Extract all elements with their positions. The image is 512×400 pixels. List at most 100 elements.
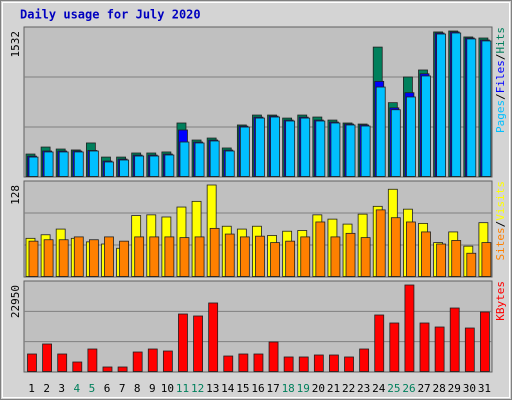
- x-tick-label: 1: [28, 382, 35, 395]
- x-tick-label: 23: [357, 382, 370, 395]
- x-tick-label: 9: [149, 382, 156, 395]
- bar: [464, 327, 475, 372]
- bar: [436, 243, 447, 277]
- bar: [179, 141, 190, 177]
- bar: [27, 353, 37, 372]
- x-tick-label: 31: [478, 382, 491, 395]
- bar: [43, 239, 54, 277]
- bar: [480, 311, 490, 372]
- bar: [434, 326, 445, 372]
- x-tick-label: 17: [266, 382, 279, 395]
- legend-entry: Files: [494, 60, 507, 93]
- bar: [119, 159, 129, 177]
- bar: [374, 314, 385, 372]
- bar: [451, 32, 462, 177]
- bar: [389, 322, 400, 372]
- x-tick-label: 3: [58, 382, 65, 395]
- bar: [451, 240, 462, 277]
- x-tick-label: 30: [463, 382, 476, 395]
- bar: [329, 354, 339, 372]
- x-tick-label: 21: [327, 382, 340, 395]
- x-tick-label: 29: [448, 382, 461, 395]
- bar: [104, 161, 114, 177]
- x-tick-label: 24: [372, 382, 386, 395]
- y-tick-label: 22950: [9, 285, 22, 318]
- bar: [270, 116, 280, 177]
- bar: [253, 353, 264, 372]
- bar: [87, 348, 98, 372]
- x-tick-label: 20: [312, 382, 325, 395]
- x-tick-label: 8: [134, 382, 141, 395]
- bar: [57, 353, 68, 372]
- bar: [315, 221, 326, 277]
- x-tick-label: 7: [119, 382, 126, 395]
- bar: [147, 348, 158, 372]
- bar: [466, 38, 477, 177]
- bar: [239, 236, 250, 277]
- x-tick-label: 12: [191, 382, 204, 395]
- bar: [209, 227, 220, 277]
- bar: [360, 125, 371, 177]
- legend-entry: Pages: [494, 100, 507, 133]
- bar: [179, 237, 190, 277]
- bar: [360, 237, 371, 277]
- x-tick-label: 22: [342, 382, 355, 395]
- bar: [194, 142, 205, 177]
- bar: [134, 155, 145, 177]
- bar: [345, 124, 356, 177]
- x-tick-label: 28: [433, 382, 446, 395]
- bar: [330, 236, 341, 277]
- bar: [300, 117, 311, 177]
- bar: [162, 350, 173, 372]
- x-tick-label: 15: [236, 382, 249, 395]
- bar: [315, 120, 326, 177]
- bar: [344, 356, 354, 372]
- x-tick-label: 4: [74, 382, 81, 395]
- legend: KBytes: [494, 281, 507, 321]
- bar: [300, 236, 311, 277]
- bar: [194, 236, 205, 277]
- bar: [283, 356, 294, 372]
- bar: [224, 150, 235, 177]
- bar: [285, 240, 296, 277]
- x-tick-label: 5: [89, 382, 96, 395]
- bar: [208, 302, 219, 372]
- legend-entry: Visits: [494, 181, 507, 221]
- bar: [73, 151, 84, 177]
- chart-title: Daily usage for July 2020: [20, 8, 201, 22]
- x-tick-label: 6: [104, 382, 111, 395]
- x-tick-label: 25: [387, 382, 400, 395]
- bar: [58, 151, 69, 177]
- bar: [73, 236, 84, 277]
- bar: [88, 239, 99, 277]
- bar: [149, 155, 160, 177]
- bar: [134, 236, 145, 277]
- bar: [390, 217, 401, 277]
- x-tick-label: 27: [417, 382, 430, 395]
- legend: Pages/Files/Hits: [494, 27, 507, 133]
- bar: [421, 75, 431, 177]
- x-tick-label: 2: [43, 382, 50, 395]
- bar: [239, 126, 250, 177]
- legend-separator: /: [494, 54, 507, 61]
- bar: [149, 236, 160, 277]
- bar: [119, 240, 129, 277]
- bar: [330, 122, 341, 177]
- x-tick-label: 16: [251, 382, 264, 395]
- legend: Sites/Visits: [494, 181, 507, 261]
- bar: [178, 313, 188, 372]
- y-tick-label: 128: [9, 185, 22, 205]
- x-tick-label: 11: [176, 382, 189, 395]
- bar: [117, 366, 128, 372]
- x-tick-label: 13: [206, 382, 219, 395]
- bar: [224, 233, 235, 277]
- bar: [88, 150, 99, 177]
- bar: [390, 109, 401, 177]
- bar: [375, 86, 386, 177]
- bar: [209, 140, 220, 177]
- bar: [43, 151, 54, 177]
- bar: [255, 117, 265, 177]
- bar: [270, 242, 280, 277]
